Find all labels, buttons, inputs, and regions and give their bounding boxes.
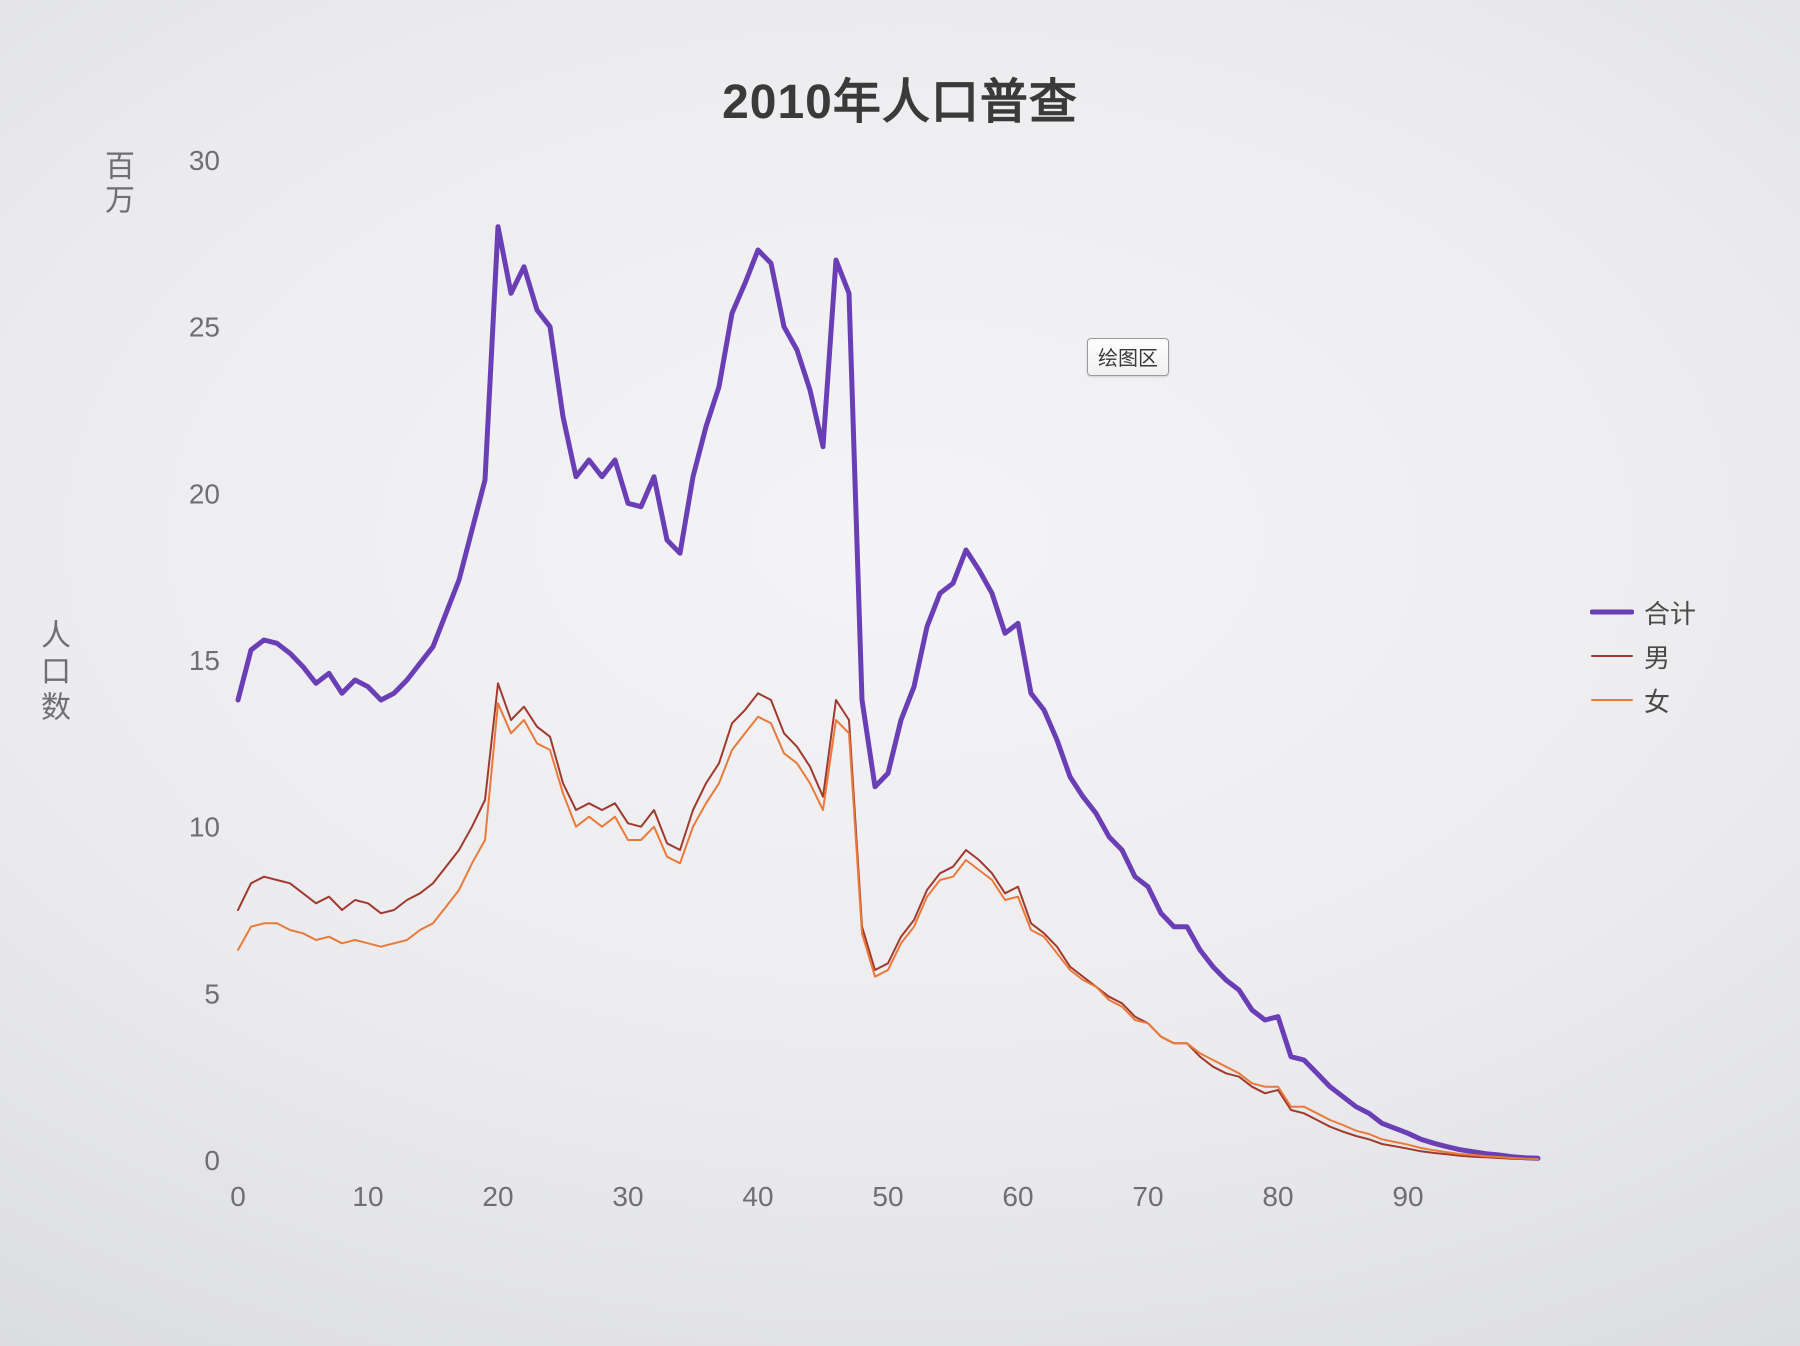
series-line-男	[238, 683, 1538, 1159]
legend-swatch	[1590, 690, 1634, 710]
x-tick-label: 20	[482, 1181, 513, 1212]
legend-swatch	[1590, 646, 1634, 666]
x-tick-label: 80	[1262, 1181, 1293, 1212]
x-tick-label: 60	[1002, 1181, 1033, 1212]
legend-item: 女	[1590, 678, 1696, 722]
x-tick-label: 30	[612, 1181, 643, 1212]
series-line-合计	[238, 227, 1538, 1159]
x-tick-label: 10	[352, 1181, 383, 1212]
chart-stage: 2010年人口普查 百万 人口数 0 5 10 15 20 25 30 0 10 20 30 40 50…	[0, 0, 1800, 1346]
y-tick-label: 15	[189, 645, 220, 676]
legend-swatch	[1590, 602, 1634, 622]
y-tick-label: 30	[189, 145, 220, 176]
chart-title: 2010年人口普查	[0, 62, 1800, 132]
legend-label: 男	[1644, 638, 1670, 675]
y-tick-label: 10	[189, 812, 220, 843]
x-tick-label: 40	[742, 1181, 773, 1212]
y-tick-label: 20	[189, 478, 220, 509]
x-tick-label: 90	[1392, 1181, 1423, 1212]
plot-area-tooltip: 绘图区	[1087, 338, 1169, 376]
x-tick-label: 0	[230, 1181, 246, 1212]
x-tick-label: 50	[872, 1181, 903, 1212]
y-tick-label: 25	[189, 312, 220, 343]
legend-item: 男	[1590, 634, 1696, 678]
legend-label: 合计	[1644, 594, 1696, 631]
y-tick-label: 0	[204, 1145, 220, 1176]
y-axis-magnitude-label: 百万	[94, 150, 138, 218]
legend-label: 女	[1644, 682, 1670, 719]
y-axis-label: 人口数	[30, 619, 74, 727]
legend-item: 合计	[1590, 590, 1696, 634]
y-tick-label: 5	[204, 978, 220, 1009]
legend: 合计男女	[1590, 590, 1696, 722]
x-tick-label: 70	[1132, 1181, 1163, 1212]
plot-area[interactable]: 0 5 10 15 20 25 30 0 10 20 30 40 50 60 70 80 90	[168, 140, 1548, 1230]
tooltip-text: 绘图区	[1098, 348, 1158, 370]
